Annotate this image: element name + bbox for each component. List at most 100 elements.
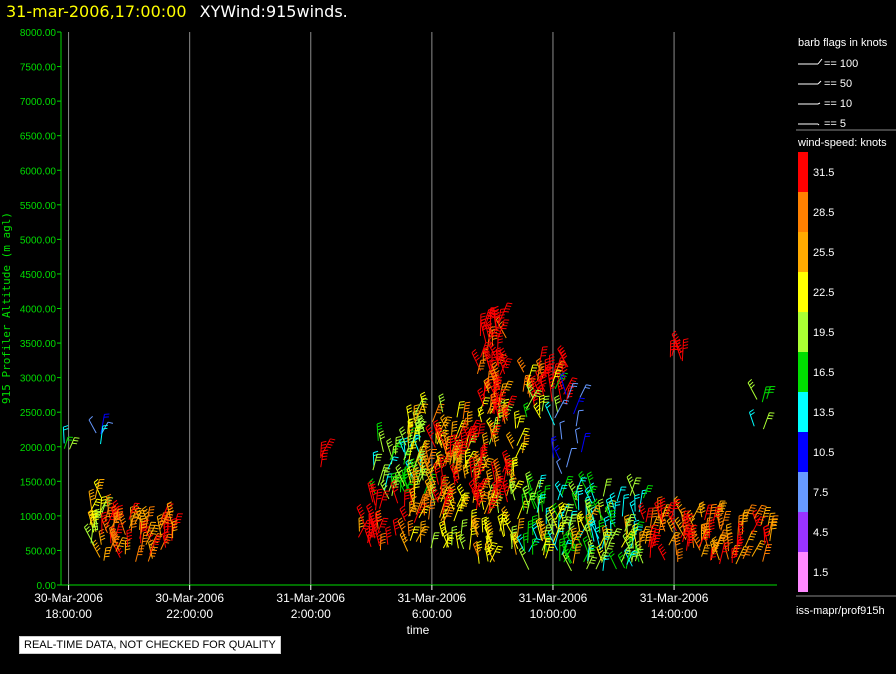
barb-flag (697, 508, 703, 511)
barb-flag (771, 527, 777, 530)
barb-flag (683, 341, 689, 344)
barb-flag (501, 389, 507, 391)
wind-barb (585, 501, 595, 522)
barb-flag (759, 542, 765, 546)
wind-barb (572, 543, 582, 564)
barb-flag (434, 464, 440, 468)
barb-staff (472, 544, 479, 557)
y-tick-label: 2000.00 (20, 443, 57, 454)
wind-barb (493, 458, 501, 479)
wind-barb (629, 477, 642, 497)
wind-barb (415, 493, 429, 515)
barb-flag (529, 491, 534, 495)
y-tick-label: 2500.00 (20, 408, 57, 419)
barb-flag (438, 428, 443, 433)
barb-flag (651, 527, 657, 530)
barb-flag (419, 462, 425, 467)
barb-staff (572, 544, 577, 564)
barb-flag (435, 470, 441, 474)
barb-staff (456, 487, 467, 506)
barb-staff (587, 550, 591, 564)
barb-flag (609, 492, 615, 496)
barb-flag (429, 507, 435, 510)
wind-barb (565, 387, 574, 405)
barb-flag (465, 429, 471, 434)
barb-flag (398, 477, 404, 482)
barb-flag (172, 526, 178, 529)
barb-flag (571, 527, 577, 531)
barb-flag (577, 533, 583, 536)
wind-barb (387, 456, 399, 469)
barb-staff (645, 508, 650, 523)
wind-barb (671, 330, 682, 353)
barb-flag (440, 455, 446, 459)
barb-flag (491, 430, 496, 434)
barb-flag (545, 537, 551, 540)
barb-flag (524, 434, 530, 437)
barb-flag (627, 536, 633, 539)
barb-staff (602, 556, 606, 571)
barb-flag (693, 534, 698, 539)
barb-flag (524, 427, 530, 430)
barb-flag (327, 443, 333, 446)
barb-flag (388, 443, 393, 448)
barb-flag (386, 535, 392, 538)
barb-staff (430, 485, 436, 505)
barb-flag (434, 422, 439, 426)
barb-flag (473, 471, 479, 475)
barb-staff (657, 547, 666, 561)
barb-flag (163, 536, 169, 541)
wind-barb (128, 502, 140, 520)
wind-barb (657, 543, 667, 561)
barb-flag (578, 492, 584, 496)
barb-flag (485, 353, 491, 357)
barb-flag (485, 480, 491, 483)
barb-flag (556, 458, 561, 463)
y-tick-label: 500.00 (25, 546, 56, 557)
barb-flag (532, 525, 538, 530)
barb-flag (677, 347, 683, 351)
barb-staff (719, 542, 726, 565)
barb-flag (673, 496, 678, 501)
barb-flag (639, 505, 644, 509)
barb-flag (105, 546, 111, 549)
wind-barb (492, 430, 500, 447)
barb-staff (437, 416, 448, 436)
barb-flag (380, 541, 386, 544)
barb-staff (489, 394, 492, 414)
barb-flag (495, 329, 501, 332)
barb-staff (397, 520, 407, 541)
wind-barb (90, 522, 99, 544)
barb-flag (545, 357, 551, 361)
barb-staff (654, 503, 664, 523)
barb-flag (399, 505, 405, 510)
barb-flag (570, 379, 577, 383)
wind-barb (548, 353, 555, 370)
x-tick-label: 31-Mar-2006 (398, 591, 467, 605)
barb-flag (377, 491, 383, 494)
barb-flag (545, 366, 551, 370)
barb-flag (675, 338, 681, 343)
barb-flag (639, 536, 645, 539)
barb-flag (141, 526, 147, 529)
barb-flag (439, 520, 445, 524)
barb-staff (545, 544, 551, 559)
barb-flag (758, 510, 764, 513)
wind-barb (562, 545, 571, 564)
barb-flag (414, 486, 420, 489)
barb-flag (522, 485, 528, 490)
barb-flag (517, 356, 522, 362)
barb-staff (458, 537, 465, 550)
barb-flag (749, 535, 755, 538)
wind-barb (440, 414, 449, 430)
barb-flag (475, 476, 481, 479)
barb-flag (492, 364, 498, 369)
barb-flag (110, 504, 116, 508)
wind-barb (762, 544, 772, 562)
barb-flag (369, 478, 374, 483)
barb-flag (168, 510, 174, 514)
barb-flag (556, 369, 562, 372)
barb-flag (585, 501, 591, 505)
barb-flag (471, 425, 477, 428)
barb-staff (407, 419, 410, 434)
